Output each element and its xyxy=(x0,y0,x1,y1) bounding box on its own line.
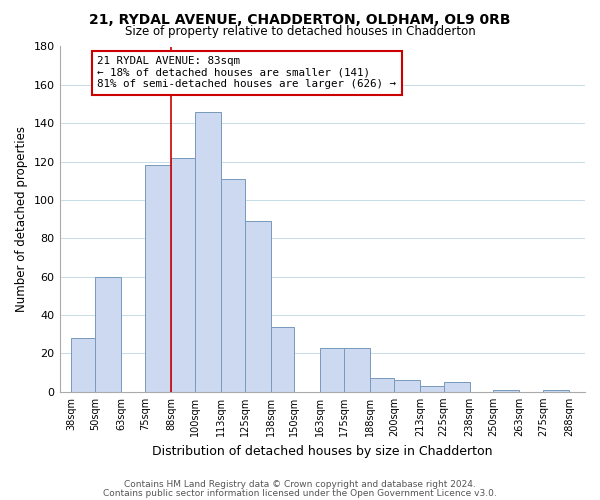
Bar xyxy=(370,378,394,392)
Bar xyxy=(221,179,245,392)
Bar xyxy=(71,338,95,392)
Bar xyxy=(320,348,344,392)
Bar xyxy=(344,348,370,392)
Bar xyxy=(95,276,121,392)
X-axis label: Distribution of detached houses by size in Chadderton: Distribution of detached houses by size … xyxy=(152,444,493,458)
Text: 21 RYDAL AVENUE: 83sqm
← 18% of detached houses are smaller (141)
81% of semi-de: 21 RYDAL AVENUE: 83sqm ← 18% of detached… xyxy=(97,56,397,90)
Y-axis label: Number of detached properties: Number of detached properties xyxy=(15,126,28,312)
Bar xyxy=(245,221,271,392)
Bar xyxy=(420,386,443,392)
Text: 21, RYDAL AVENUE, CHADDERTON, OLDHAM, OL9 0RB: 21, RYDAL AVENUE, CHADDERTON, OLDHAM, OL… xyxy=(89,12,511,26)
Bar xyxy=(394,380,420,392)
Bar xyxy=(195,112,221,392)
Bar xyxy=(271,326,295,392)
Text: Contains public sector information licensed under the Open Government Licence v3: Contains public sector information licen… xyxy=(103,489,497,498)
Bar xyxy=(493,390,520,392)
Text: Size of property relative to detached houses in Chadderton: Size of property relative to detached ho… xyxy=(125,25,475,38)
Bar xyxy=(171,158,195,392)
Bar xyxy=(543,390,569,392)
Text: Contains HM Land Registry data © Crown copyright and database right 2024.: Contains HM Land Registry data © Crown c… xyxy=(124,480,476,489)
Bar xyxy=(145,166,171,392)
Bar xyxy=(443,382,470,392)
